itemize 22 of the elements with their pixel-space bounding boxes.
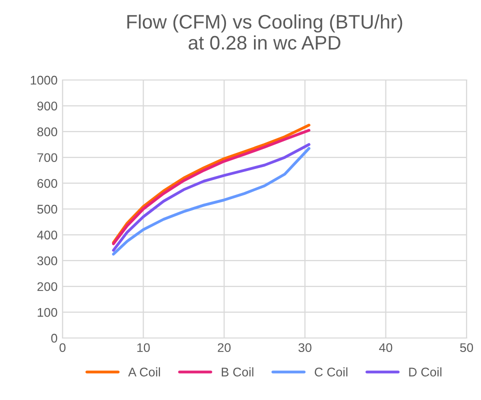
x-tick-label: 10	[137, 343, 150, 352]
y-tick-label: 800	[37, 127, 58, 136]
y-tick-label: 100	[38, 308, 58, 317]
legend-label: C Coil	[314, 367, 348, 376]
y-tick-label: 1000	[30, 76, 58, 85]
x-tick-label: 50	[460, 343, 474, 352]
y-tick-label: 200	[37, 282, 58, 292]
y-tick-label: 500	[37, 204, 58, 214]
y-tick-label: 700	[37, 153, 58, 162]
y-tick-label: 900	[37, 102, 58, 110]
y-tick-label: 0	[51, 334, 58, 343]
x-tick-label: 30	[298, 343, 312, 352]
legend-label: A Coil	[128, 367, 160, 376]
x-tick-label: 40	[379, 343, 392, 352]
x-tick-label: 20	[218, 343, 231, 352]
y-tick-label: 400	[37, 230, 58, 240]
x-tick-label: 0	[60, 343, 66, 352]
y-tick-label: 300	[37, 256, 58, 266]
chart-title: Flow (CFM) vs Cooling (BTU/hr) at 0.28 in wc APD	[127, 14, 402, 50]
legend-label: B Coil	[222, 367, 254, 376]
legend-label: D Coil	[409, 367, 442, 376]
y-tick-label: 600	[37, 179, 58, 188]
